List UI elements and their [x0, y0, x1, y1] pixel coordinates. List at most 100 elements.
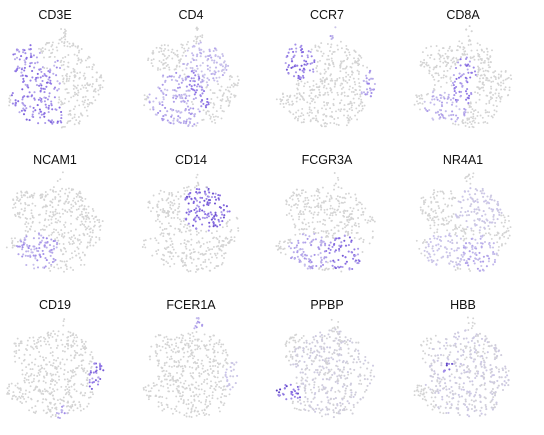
cell-point — [452, 113, 455, 116]
cell-point — [166, 110, 169, 113]
cell-point — [50, 233, 53, 236]
cell-point — [48, 401, 51, 404]
cell-point — [313, 59, 316, 62]
cell-points — [143, 26, 240, 128]
cell-point — [305, 60, 308, 63]
cell-point — [333, 85, 336, 88]
cell-point — [48, 76, 51, 79]
cell-point — [464, 210, 467, 214]
cell-point — [15, 352, 18, 355]
cell-point — [84, 211, 87, 214]
cell-point — [345, 216, 348, 219]
cell-point — [476, 198, 479, 201]
cell-point — [163, 362, 166, 365]
cell-point — [24, 52, 27, 55]
cell-point — [210, 380, 212, 383]
cell-point — [199, 263, 202, 266]
cell-point — [459, 210, 462, 214]
cell-point — [49, 211, 52, 213]
cell-point — [192, 361, 195, 364]
cell-point — [213, 202, 217, 205]
cell-point — [477, 65, 479, 68]
cell-point — [63, 260, 66, 263]
cell-point — [81, 354, 84, 357]
cell-point — [487, 57, 490, 60]
cell-point — [49, 352, 52, 355]
cell-point — [199, 246, 202, 248]
cell-point — [291, 402, 294, 405]
cell-point — [63, 235, 66, 238]
cell-point — [11, 246, 14, 249]
cell-point — [28, 391, 31, 394]
cell-point — [309, 102, 312, 105]
cell-point — [358, 59, 360, 62]
cell-point — [470, 245, 473, 249]
cell-point — [373, 220, 376, 223]
cell-point — [500, 211, 503, 214]
cell-point — [366, 82, 369, 85]
cell-point — [80, 199, 82, 201]
cell-point — [79, 263, 82, 266]
cell-point — [323, 104, 326, 107]
cell-point — [305, 257, 308, 260]
cell-point — [195, 230, 198, 233]
cell-point — [186, 224, 189, 227]
cell-point — [346, 209, 349, 212]
cell-point — [508, 89, 511, 92]
cell-point — [193, 395, 196, 398]
cell-point — [216, 96, 219, 99]
cell-point — [354, 393, 357, 396]
cell-point — [203, 378, 206, 381]
cell-point — [186, 227, 189, 230]
cell-point — [63, 42, 66, 45]
cell-point — [215, 256, 218, 259]
cell-point — [189, 113, 192, 116]
cell-point — [339, 63, 342, 66]
cell-point — [169, 204, 172, 207]
cell-point — [7, 392, 10, 395]
cell-point — [217, 198, 221, 201]
cell-point — [63, 82, 66, 85]
cell-point — [351, 210, 354, 213]
cell-point — [166, 198, 169, 201]
cell-point — [44, 43, 47, 46]
cell-point — [31, 221, 34, 224]
cell-point — [353, 358, 356, 361]
cell-point — [177, 364, 180, 367]
cell-point — [43, 199, 46, 201]
cell-point — [316, 60, 319, 63]
cell-point — [81, 200, 84, 203]
cell-point — [304, 196, 307, 199]
cell-point — [168, 192, 171, 194]
cell-point — [162, 259, 165, 262]
cell-point — [328, 378, 331, 381]
cell-point — [174, 97, 178, 100]
cell-point — [61, 260, 64, 263]
cell-point — [62, 404, 65, 407]
cell-point — [95, 236, 98, 239]
cell-point — [446, 57, 449, 60]
cell-point — [332, 267, 335, 270]
cell-point — [194, 91, 197, 94]
cell-point — [477, 122, 480, 125]
cell-point — [330, 356, 333, 359]
cell-point — [329, 397, 333, 400]
cell-point — [48, 92, 51, 95]
cell-point — [224, 252, 227, 255]
cell-point — [344, 226, 346, 229]
cell-point — [44, 103, 47, 106]
cell-point — [459, 46, 462, 49]
cell-point — [507, 76, 510, 79]
cell-point — [485, 102, 488, 105]
cell-point — [144, 386, 147, 389]
cell-point — [217, 245, 220, 247]
cell-point — [86, 245, 89, 248]
cell-point — [220, 396, 223, 399]
cell-point — [83, 224, 86, 226]
cell-point — [466, 122, 469, 125]
cell-point — [203, 210, 206, 213]
cell-point — [310, 212, 313, 215]
cell-point — [329, 207, 332, 210]
cell-point — [208, 78, 211, 81]
cell-point — [182, 120, 186, 123]
